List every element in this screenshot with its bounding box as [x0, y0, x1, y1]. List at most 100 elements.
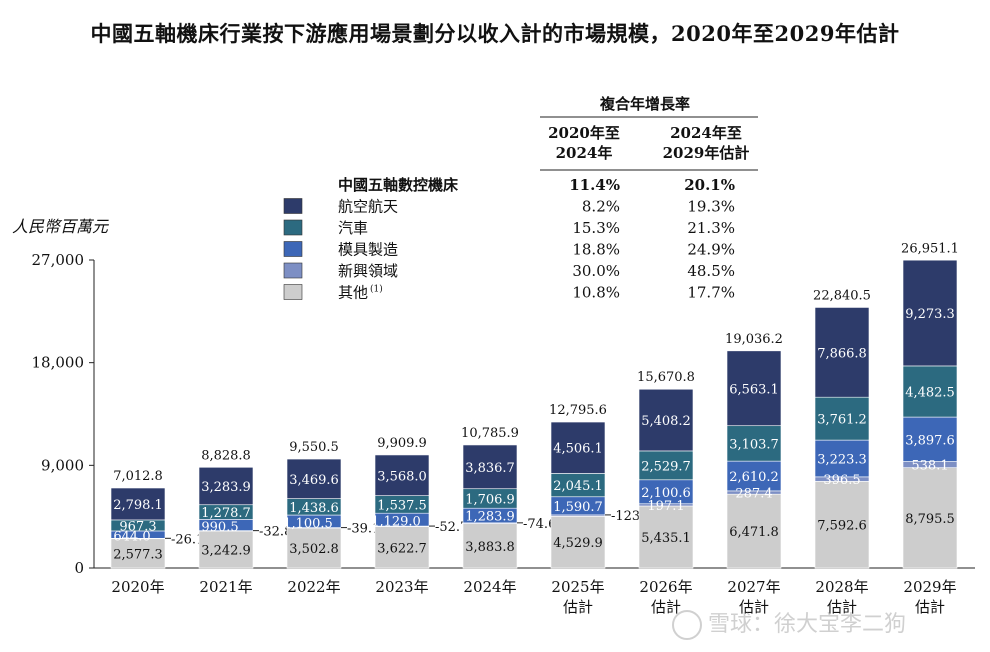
data-label: 644.0 — [113, 530, 150, 545]
bar-segment — [550, 421, 606, 474]
x-tick-label: 2024年 — [463, 578, 516, 596]
data-label: 3,568.0 — [377, 469, 427, 484]
bar-segment — [902, 416, 958, 462]
cagr-value: 21.3% — [687, 219, 735, 237]
data-label: 5,408.2 — [641, 414, 691, 429]
data-label: 3,242.9 — [201, 544, 251, 559]
bar-total-label: 10,785.9 — [461, 426, 519, 441]
data-label: 3,622.7 — [377, 541, 427, 556]
bar-segment — [638, 388, 694, 452]
y-tick-label: 27,000 — [32, 251, 85, 269]
bar-segment — [726, 460, 782, 492]
x-tick-label: 2021年 — [199, 578, 252, 596]
bar-segment — [726, 493, 782, 569]
data-label: 1,537.5 — [377, 498, 427, 513]
legend-label: 新興領域 — [338, 262, 398, 280]
bar-segment — [110, 538, 166, 569]
y-tick-label: 0 — [74, 559, 84, 577]
legend-label: 汽車 — [338, 219, 368, 237]
watermark-text: 雪球：徐大宝李二狗 — [708, 612, 907, 637]
y-tick-label: 9,000 — [41, 456, 84, 474]
data-label: 3,502.8 — [289, 542, 339, 557]
bar-segment — [550, 516, 606, 569]
cagr-value: 30.0% — [572, 262, 620, 280]
legend-swatch — [283, 198, 303, 214]
data-label: 3,283.9 — [201, 480, 251, 495]
bar-segment — [726, 425, 782, 462]
data-label: 6,471.8 — [729, 525, 779, 540]
bar-segment — [814, 396, 870, 441]
x-tick-label: 2027年 — [727, 578, 780, 596]
cagr-column-header: 2024年至 — [670, 124, 742, 142]
data-label: -52.7 — [435, 520, 468, 535]
bar-total-label: 9,909.9 — [377, 436, 427, 451]
data-label: 7,866.8 — [817, 346, 867, 361]
data-label: 2,577.3 — [113, 547, 163, 562]
cagr-header: 複合年增長率 — [599, 95, 690, 113]
bar-total-label: 15,670.8 — [637, 370, 695, 385]
data-label: 1,129.0 — [371, 515, 421, 530]
bar-segment — [726, 350, 782, 427]
data-label: 287.4 — [735, 487, 772, 502]
data-label: 1,438.6 — [289, 501, 339, 516]
data-label: 3,897.6 — [905, 433, 955, 448]
cagr-column-header: 2029年估計 — [663, 144, 750, 162]
legend-swatch — [283, 241, 303, 257]
data-label: 1,706.9 — [465, 492, 515, 507]
x-tick-label: 2020年 — [111, 578, 164, 596]
bar-segment — [902, 365, 958, 418]
cagr-value: 11.4% — [569, 176, 620, 194]
cagr-column-header: 2020年至 — [548, 124, 620, 142]
cagr-value: 8.2% — [582, 198, 620, 216]
x-tick-label: 2029年 — [903, 578, 956, 596]
bar-segment — [198, 466, 254, 506]
bar-segment — [374, 454, 430, 496]
bar-total-label: 26,951.1 — [901, 242, 959, 257]
cagr-value: 18.8% — [572, 241, 620, 259]
data-label: 8,795.5 — [905, 512, 955, 527]
legend-swatch — [283, 219, 303, 236]
bar-total-label: 8,828.8 — [201, 448, 251, 463]
legend-label: 模具製造 — [338, 241, 398, 259]
data-label: 6,563.1 — [729, 382, 779, 397]
data-label: 990.5 — [201, 520, 238, 535]
cagr-value: 17.7% — [687, 284, 735, 302]
data-label: 4,482.5 — [905, 385, 955, 400]
bar-segment — [638, 505, 694, 569]
bar-segment — [638, 450, 694, 481]
y-tick-label: 18,000 — [32, 354, 85, 372]
data-label: 3,883.8 — [465, 540, 515, 555]
legend-label: 中國五軸數控機床 — [338, 176, 459, 194]
x-tick-label: 2022年 — [287, 578, 340, 596]
x-tick-label: 2023年 — [375, 578, 428, 596]
data-label: 1,590.7 — [553, 500, 603, 515]
data-label: -39.1 — [347, 522, 380, 537]
data-label: 3,761.2 — [817, 413, 867, 428]
bar-segment — [286, 527, 342, 569]
legend-swatch — [283, 262, 303, 279]
bar-segment — [814, 307, 870, 398]
bar-segment — [462, 444, 518, 490]
data-label: 2,100.6 — [641, 486, 691, 501]
bar-total-label: 7,012.8 — [113, 469, 163, 484]
data-label: -32.8 — [259, 525, 292, 540]
data-label: 396.5 — [823, 473, 860, 488]
y-axis-label: 人民幣百萬元 — [12, 217, 110, 236]
x-tick-label: 估計 — [651, 598, 681, 616]
bar-segment — [286, 458, 342, 499]
data-label: 2,529.7 — [641, 459, 691, 474]
data-label: 538.1 — [911, 459, 948, 474]
data-label: 4,506.1 — [553, 442, 603, 457]
bar-segment — [462, 523, 518, 569]
x-tick-label: 2026年 — [639, 578, 692, 596]
x-tick-label: 估計 — [827, 598, 857, 616]
x-tick-label: 估計 — [563, 598, 593, 616]
bar-total-label: 19,036.2 — [725, 332, 783, 347]
data-label: 2,045.1 — [553, 479, 603, 494]
data-label: 1,283.9 — [465, 510, 515, 525]
data-label: 3,836.7 — [465, 461, 515, 476]
cagr-value: 24.9% — [687, 241, 735, 259]
legend-label-superscript: (1) — [370, 284, 383, 295]
data-label: 2,610.2 — [729, 470, 779, 485]
bar-segment — [902, 259, 958, 367]
